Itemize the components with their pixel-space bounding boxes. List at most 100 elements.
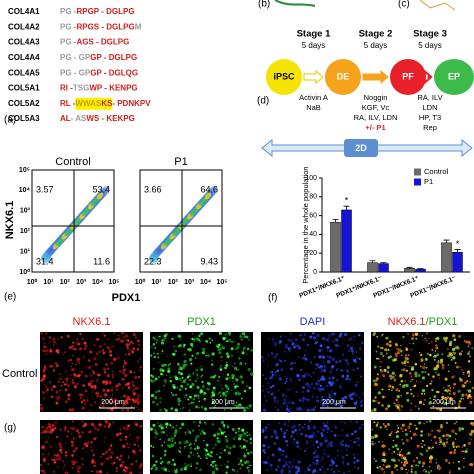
cell-dot — [139, 366, 142, 369]
cell-dot — [320, 341, 322, 344]
cell-dot — [450, 356, 452, 358]
cell-dot — [267, 390, 270, 394]
cell-dot — [178, 372, 181, 374]
cell-dot — [199, 429, 201, 431]
cell-dot — [424, 371, 427, 374]
cell-dot — [89, 403, 93, 407]
cell-dot — [417, 460, 422, 464]
cell-dot — [331, 460, 333, 462]
cell-dot — [287, 409, 291, 413]
cell-dot — [105, 382, 108, 386]
cell-dot — [230, 340, 234, 344]
cell-dot — [74, 386, 77, 389]
cell-dot — [59, 456, 61, 458]
cell-dot — [452, 356, 456, 360]
cell-dot — [60, 336, 63, 339]
cell-dot — [246, 353, 248, 355]
cell-dot — [95, 470, 99, 474]
cell-dot — [220, 452, 222, 454]
cell-dot — [414, 371, 418, 375]
cell-dot — [187, 454, 191, 458]
error-bar — [343, 205, 350, 210]
cell-dot — [59, 445, 63, 449]
cell-dot — [297, 355, 300, 358]
cell-dot — [400, 427, 403, 430]
cell-dot — [266, 365, 269, 367]
cell-dot — [469, 432, 473, 436]
cell-dot — [286, 388, 289, 391]
cell-dot — [400, 369, 403, 371]
cell-dot — [414, 362, 418, 366]
cell-dot — [358, 357, 361, 360]
cell-dot — [136, 440, 139, 442]
cell-dot — [164, 408, 166, 410]
cell-dot — [346, 363, 349, 366]
cell-dot — [340, 333, 343, 336]
cell-dot — [453, 382, 456, 386]
cell-dot — [461, 393, 465, 397]
cell-dot — [112, 463, 114, 465]
cell-dot — [390, 471, 394, 474]
cell-dot — [63, 429, 67, 432]
cell-dot — [102, 352, 105, 355]
cell-dot — [65, 400, 69, 404]
cell-dot — [342, 460, 345, 463]
cell-dot — [384, 461, 386, 463]
cell-dot — [376, 357, 378, 360]
cell-dot — [443, 387, 445, 389]
cell-dot — [468, 438, 471, 440]
cell-dot — [290, 435, 293, 438]
cell-dot — [90, 422, 95, 427]
cell-dot — [320, 459, 323, 462]
cell-dot — [200, 375, 203, 378]
cell-dot — [462, 450, 465, 453]
cell-dot — [130, 341, 133, 344]
cell-dot — [329, 459, 332, 462]
cell-dot — [443, 338, 446, 341]
cell-dot — [180, 384, 184, 388]
cell-dot — [174, 431, 178, 435]
cell-dot — [412, 342, 415, 345]
cell-dot — [153, 379, 156, 382]
cell-dot — [123, 362, 126, 364]
cell-dot — [335, 464, 338, 467]
cell-dot — [417, 464, 419, 467]
cell-dot — [341, 429, 344, 432]
cell-dot — [198, 468, 203, 472]
cell-dot — [405, 438, 409, 442]
cell-dot — [469, 381, 471, 383]
cell-dot — [244, 452, 246, 454]
cell-dot — [353, 457, 356, 460]
cell-dot — [437, 363, 439, 366]
cell-dot — [283, 402, 285, 405]
cell-dot — [240, 397, 243, 400]
cell-dot — [54, 421, 58, 424]
panel-label: (b) — [258, 0, 270, 10]
cell-dot — [329, 384, 332, 387]
cell-dot — [347, 444, 350, 448]
cell-dot — [206, 387, 209, 390]
sequence-name: COL5A3 — [8, 114, 40, 123]
cell-dot — [425, 357, 428, 361]
cell-dot — [342, 399, 346, 403]
cell-dot — [139, 449, 142, 451]
cell-dot — [371, 428, 374, 431]
cell-dot — [191, 333, 194, 335]
cell-dot — [165, 374, 168, 377]
cell-dot — [154, 429, 157, 432]
cell-dot — [426, 384, 429, 387]
cell-dot — [138, 425, 141, 428]
cell-dot — [408, 470, 410, 472]
cell-dot — [282, 393, 285, 397]
cell-dot — [323, 424, 327, 428]
cell-dot — [395, 434, 399, 439]
cell-dot — [96, 352, 99, 355]
cell-dot — [124, 383, 128, 387]
highlight — [75, 97, 102, 110]
cell-dot — [288, 401, 291, 404]
cell-dot — [197, 406, 200, 409]
cell-dot — [110, 345, 113, 348]
cell-dot — [360, 399, 364, 403]
cell-dot — [124, 399, 128, 403]
cell-dot — [279, 427, 283, 431]
